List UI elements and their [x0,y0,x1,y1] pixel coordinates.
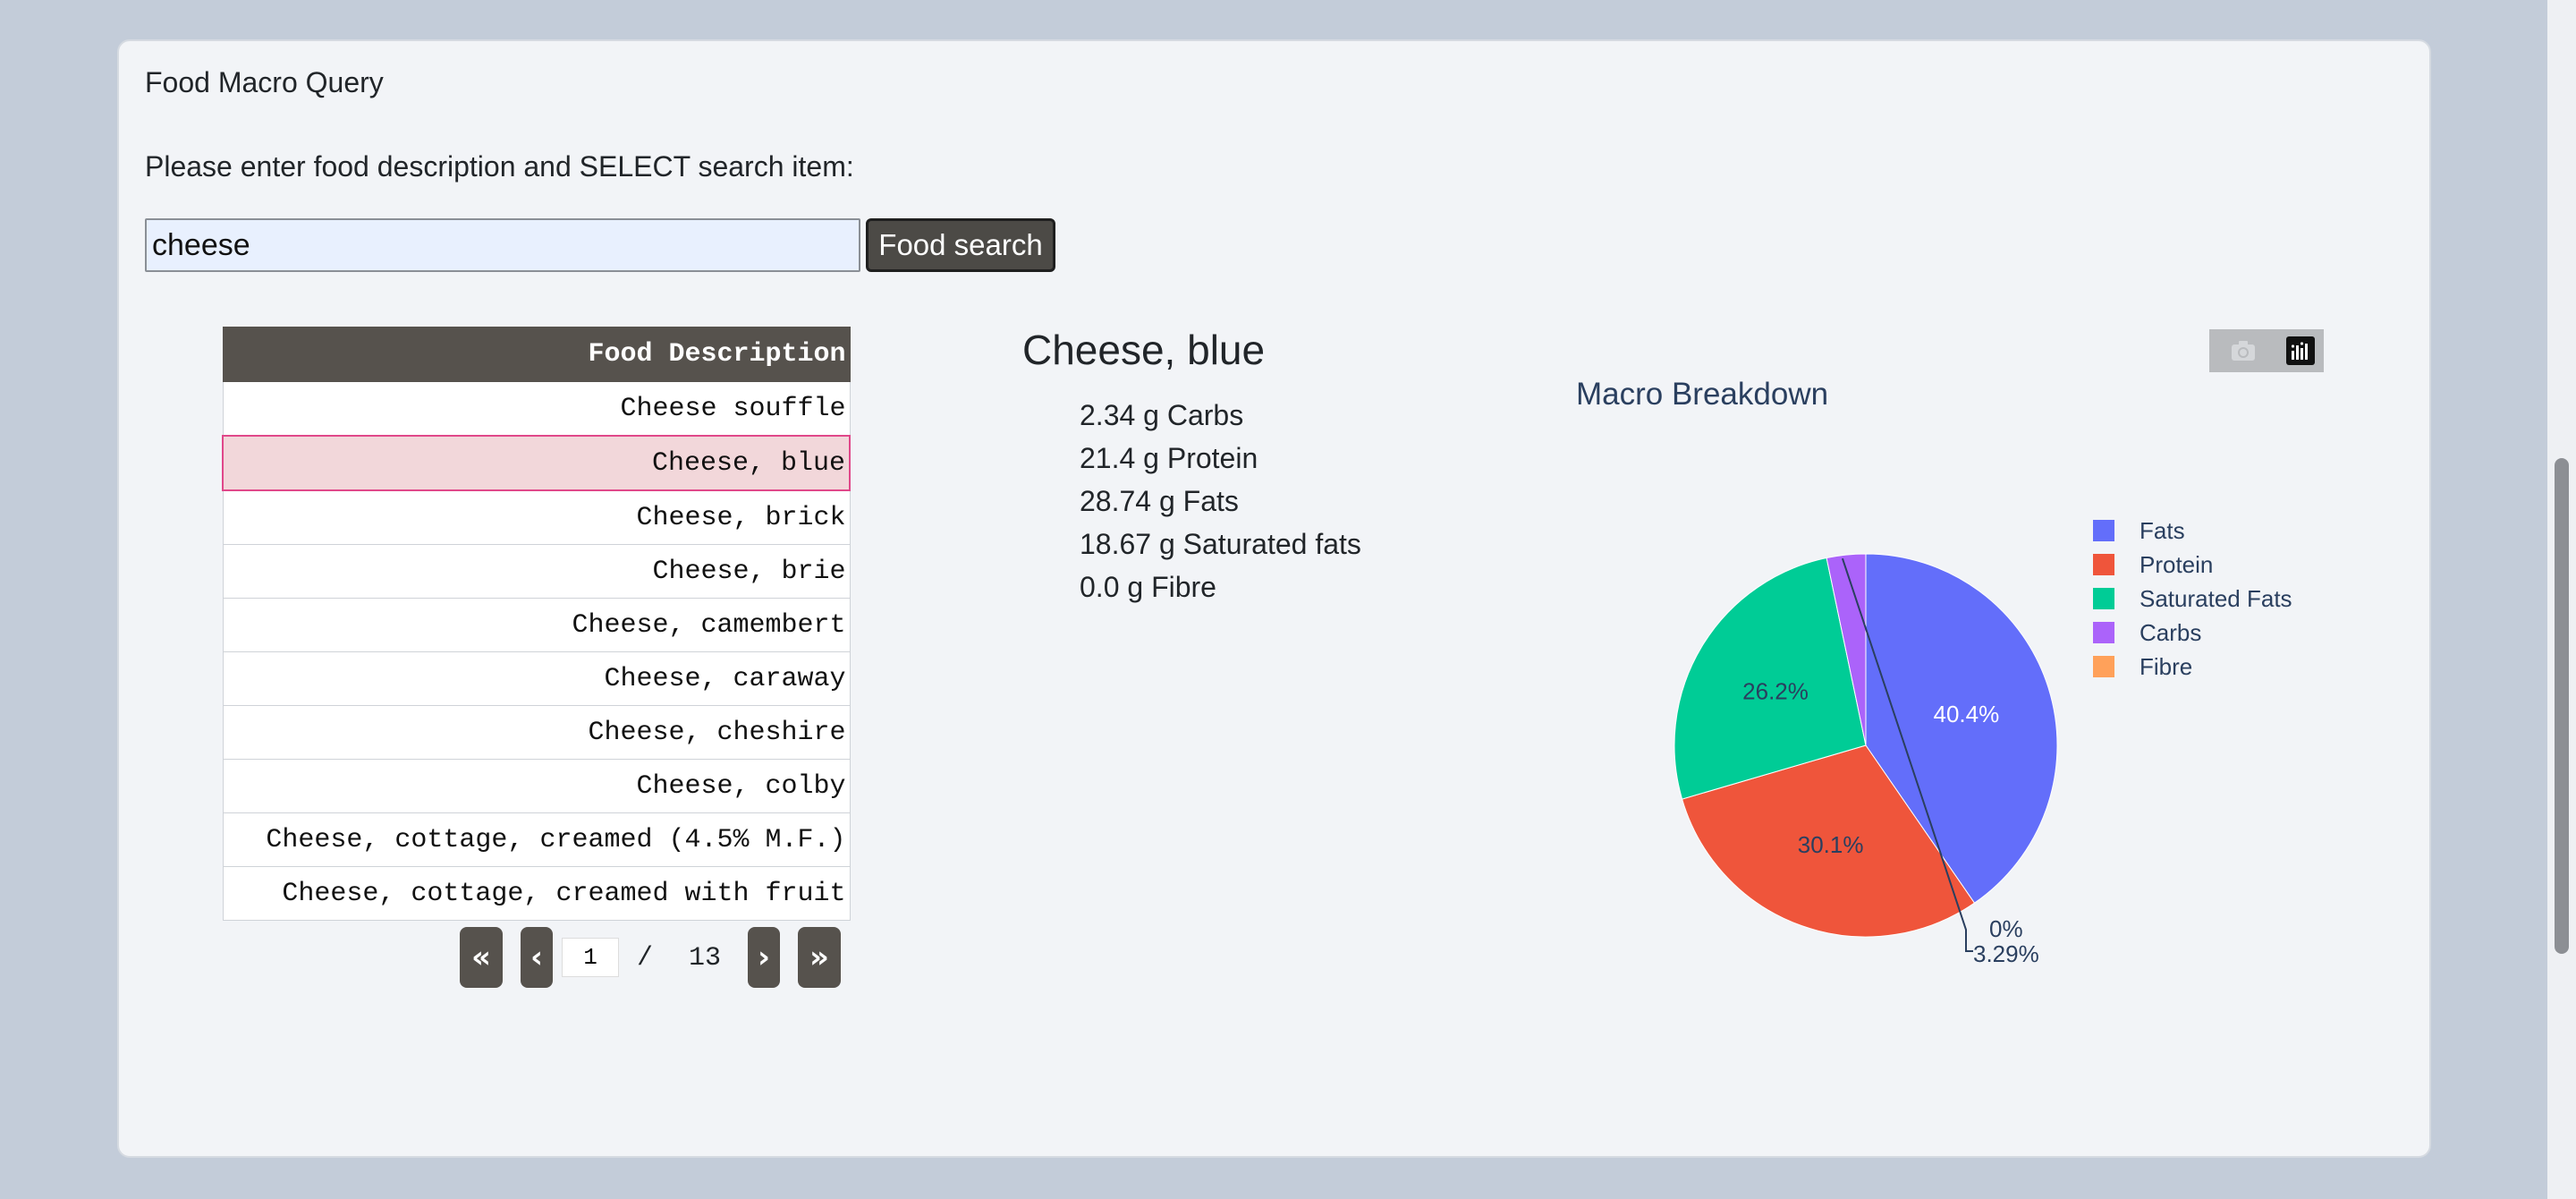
pie-percent-label: 3.29% [1973,940,2039,967]
nutrient-protein: 21.4 g Protein [1080,442,1258,474]
pie-percent-label: 40.4% [1934,701,2000,727]
double-chevron-right-icon: » [809,940,829,975]
macro-pie-chart: Macro Breakdown 40.4% 30.1% 26.2% 3.29%0% F… [1576,377,2292,967]
food-description-cell[interactable]: Cheese, cottage, creamed with fruit [222,866,851,921]
table-row[interactable]: Cheese, colby [222,759,851,813]
prev-page-button[interactable]: ‹ [521,927,553,988]
food-description-cell[interactable]: Cheese, caraway [222,651,851,706]
next-page-button[interactable]: › [748,927,780,988]
pie-percent-label: 30.1% [1798,831,1864,858]
nutrient-fats: 28.74 g Fats [1080,485,1239,517]
selected-food-name: Cheese, blue [1022,327,1266,373]
chart-modebar [2209,329,2324,372]
total-pages: 13 [689,943,722,974]
legend-label[interactable]: Protein [2140,551,2213,578]
chevron-left-icon: ‹ [530,940,543,975]
page-title: Food Macro Query [145,66,384,98]
food-description-cell[interactable]: Cheese, cheshire [222,705,851,760]
table-row[interactable]: Cheese, cottage, creamed (4.5% M.F.) [222,812,851,867]
nutrient-list: 2.34 g Carbs 21.4 g Protein 28.74 g Fats… [1080,394,1361,608]
chart-title: Macro Breakdown [1576,377,1828,412]
legend-swatch[interactable] [2093,520,2114,541]
food-description-cell[interactable]: Cheese souffle [222,381,851,437]
legend-label[interactable]: Fats [2140,517,2185,544]
food-description-cell[interactable]: Cheese, brick [222,489,851,545]
search-prompt: Please enter food description and SELECT… [145,150,854,183]
table-row[interactable]: Cheese, cheshire [222,705,851,760]
legend-swatch[interactable] [2093,588,2114,609]
pie-slice-saturated-fats[interactable] [1674,557,1867,800]
table-row[interactable]: Cheese, cottage, creamed with fruit [222,866,851,921]
first-page-button[interactable]: « [460,927,503,988]
food-description-cell[interactable]: Cheese, cottage, creamed (4.5% M.F.) [222,812,851,867]
pie-label-leader-line [1841,557,1973,952]
nutrient-saturated-fats: 18.67 g Saturated fats [1080,528,1361,560]
table-row[interactable]: Cheese, camembert [222,598,851,652]
table-row[interactable]: Cheese souffle [222,381,851,437]
food-search-button[interactable]: Food search [866,218,1055,272]
page-separator: / [637,943,654,974]
nutrient-fibre: 0.0 g Fibre [1080,571,1216,603]
page-number-input[interactable] [562,938,619,977]
pie-slice-protein[interactable] [1681,744,1976,938]
last-page-button[interactable]: » [798,927,841,988]
camera-icon[interactable] [2229,336,2258,365]
chevron-right-icon: › [757,940,770,975]
legend-swatch[interactable] [2093,554,2114,575]
legend-label[interactable]: Saturated Fats [2140,585,2292,612]
legend-swatch[interactable] [2093,656,2114,677]
food-description-cell[interactable]: Cheese, brie [222,544,851,599]
pie-percent-label: 26.2% [1742,678,1809,705]
food-description-cell[interactable]: Cheese, blue [222,435,851,491]
pie-percent-label: 0% [1989,915,2023,942]
table-row[interactable]: Cheese, caraway [222,651,851,706]
pie-slice-fats[interactable] [1865,553,2058,904]
plotly-logo-icon[interactable] [2286,336,2315,365]
nutrient-carbs: 2.34 g Carbs [1080,399,1244,431]
double-chevron-left-icon: « [471,940,491,975]
legend-label[interactable]: Carbs [2140,619,2201,646]
table-row[interactable]: Cheese, brick [222,489,851,545]
food-table: Food Description Cheese souffle Cheese, b… [222,327,851,921]
legend-label[interactable]: Fibre [2140,653,2192,680]
food-description-cell[interactable]: Cheese, colby [222,759,851,813]
food-search-input[interactable] [145,218,860,272]
table-row[interactable]: Cheese, brie [222,544,851,599]
legend-swatch[interactable] [2093,622,2114,643]
scrollbar-thumb[interactable] [2555,458,2569,954]
column-header-food-description[interactable]: Food Description [222,327,851,382]
table-row[interactable]: Cheese, blue [222,435,851,491]
food-description-cell[interactable]: Cheese, camembert [222,598,851,652]
